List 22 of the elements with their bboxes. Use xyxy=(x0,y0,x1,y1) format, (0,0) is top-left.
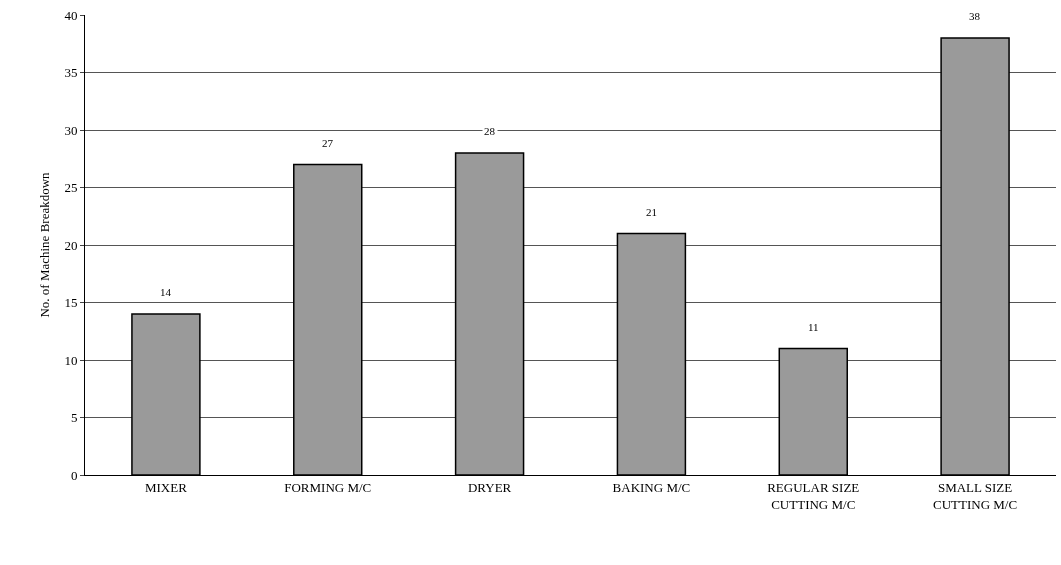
data-label: 27 xyxy=(322,137,334,149)
y-tick-label: 0 xyxy=(70,467,78,483)
data-label: 21 xyxy=(646,206,657,218)
x-tick-label: REGULAR SIZE CUTTING M/C xyxy=(767,479,860,512)
data-label: 11 xyxy=(808,321,819,333)
y-axis-title: No. of Machine Breakdown xyxy=(37,171,52,318)
y-tick-label: 5 xyxy=(70,410,78,426)
data-label: 28 xyxy=(484,125,496,137)
y-tick-label: 15 xyxy=(64,295,78,311)
y-tick-label: 10 xyxy=(64,352,78,368)
x-tick-label: DRYER xyxy=(467,479,512,495)
data-label: 14 xyxy=(160,286,172,298)
y-tick-label: 35 xyxy=(64,65,78,81)
y-tick-label: 25 xyxy=(64,180,78,196)
data-label: 38 xyxy=(969,10,981,22)
y-tick-label: 30 xyxy=(64,122,78,138)
x-tick-label: MIXER xyxy=(144,479,188,495)
y-tick-label: 40 xyxy=(64,7,78,23)
x-tick-label: SMALL SIZE CUTTING M/C xyxy=(933,479,1018,512)
y-tick-label: 20 xyxy=(64,237,78,253)
x-tick-label: FORMING M/C xyxy=(284,479,372,495)
x-tick-label: BAKING M/C xyxy=(612,479,691,495)
